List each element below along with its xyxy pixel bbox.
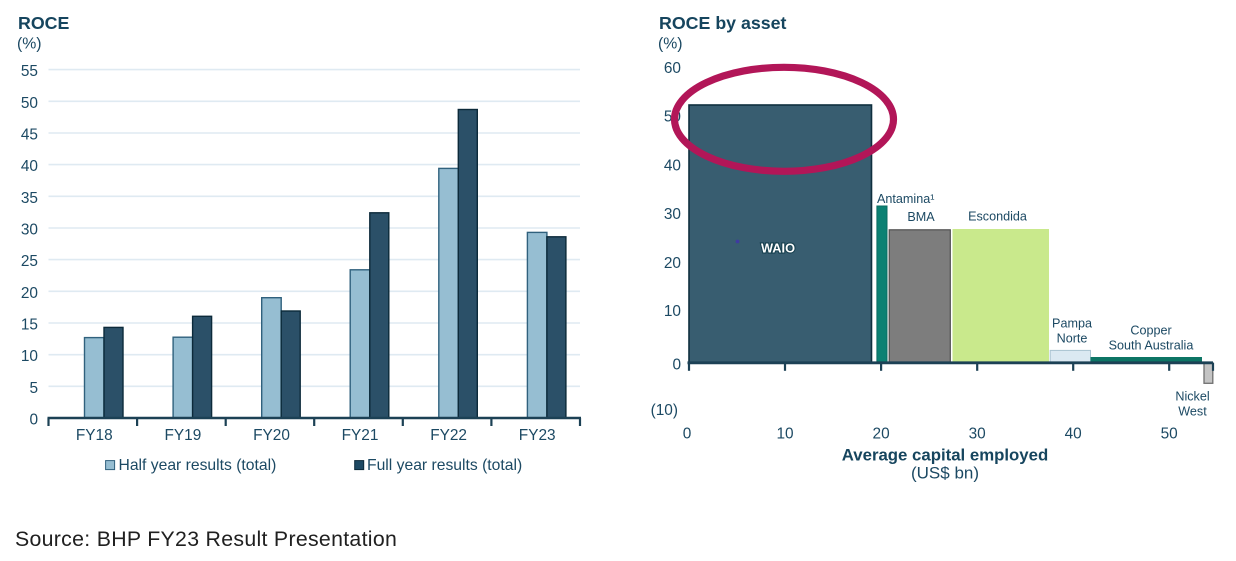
- svg-text:Average capital employed: Average capital employed: [842, 446, 1048, 465]
- svg-text:20: 20: [664, 255, 681, 272]
- svg-text:West: West: [1178, 405, 1207, 419]
- svg-text:10: 10: [776, 426, 793, 443]
- svg-text:0: 0: [683, 426, 692, 443]
- svg-text:0: 0: [672, 356, 681, 373]
- svg-text:FY23: FY23: [519, 427, 556, 444]
- svg-text:25: 25: [21, 253, 38, 270]
- svg-text:(%): (%): [17, 36, 42, 53]
- svg-text:40: 40: [664, 157, 681, 174]
- svg-text:FY22: FY22: [430, 427, 467, 444]
- svg-text:FY18: FY18: [76, 427, 113, 444]
- svg-text:50: 50: [21, 95, 38, 112]
- svg-text:40: 40: [1065, 426, 1082, 443]
- svg-text:30: 30: [969, 426, 986, 443]
- svg-text:FY21: FY21: [342, 427, 379, 444]
- svg-text:55: 55: [21, 63, 38, 80]
- svg-text:FY19: FY19: [165, 427, 202, 444]
- svg-text:Norte: Norte: [1057, 332, 1088, 346]
- svg-text:BMA: BMA: [907, 210, 935, 224]
- svg-text:(%): (%): [658, 36, 683, 53]
- svg-text:30: 30: [21, 222, 38, 239]
- svg-text:20: 20: [21, 285, 38, 302]
- svg-text:0: 0: [29, 412, 38, 429]
- svg-text:Half year results (total): Half year results (total): [119, 457, 277, 474]
- svg-text:35: 35: [21, 190, 38, 207]
- svg-text:(10): (10): [651, 402, 678, 419]
- svg-text:FY20: FY20: [253, 427, 290, 444]
- svg-text:Full year results (total): Full year results (total): [367, 457, 522, 474]
- svg-text:Antamina¹: Antamina¹: [877, 192, 934, 206]
- svg-text:10: 10: [664, 303, 681, 320]
- svg-text:30: 30: [664, 206, 681, 223]
- svg-text:15: 15: [21, 317, 38, 334]
- svg-text:60: 60: [664, 60, 681, 77]
- svg-text:Nickel: Nickel: [1175, 390, 1209, 404]
- svg-text:50: 50: [1161, 426, 1178, 443]
- svg-text:ROCE by asset: ROCE by asset: [659, 13, 787, 33]
- svg-text:Copper: Copper: [1130, 324, 1171, 338]
- svg-text:45: 45: [21, 127, 38, 144]
- svg-text:20: 20: [873, 426, 890, 443]
- svg-text:Pampa: Pampa: [1052, 317, 1092, 331]
- svg-text:40: 40: [21, 158, 38, 175]
- svg-text:WAIO: WAIO: [761, 241, 795, 256]
- svg-text:South Australia: South Australia: [1109, 339, 1194, 353]
- svg-text:5: 5: [29, 380, 38, 397]
- svg-text:Escondida: Escondida: [968, 210, 1027, 224]
- svg-text:(US$ bn): (US$ bn): [911, 464, 979, 483]
- svg-text:ROCE: ROCE: [18, 13, 70, 33]
- svg-text:10: 10: [21, 348, 38, 365]
